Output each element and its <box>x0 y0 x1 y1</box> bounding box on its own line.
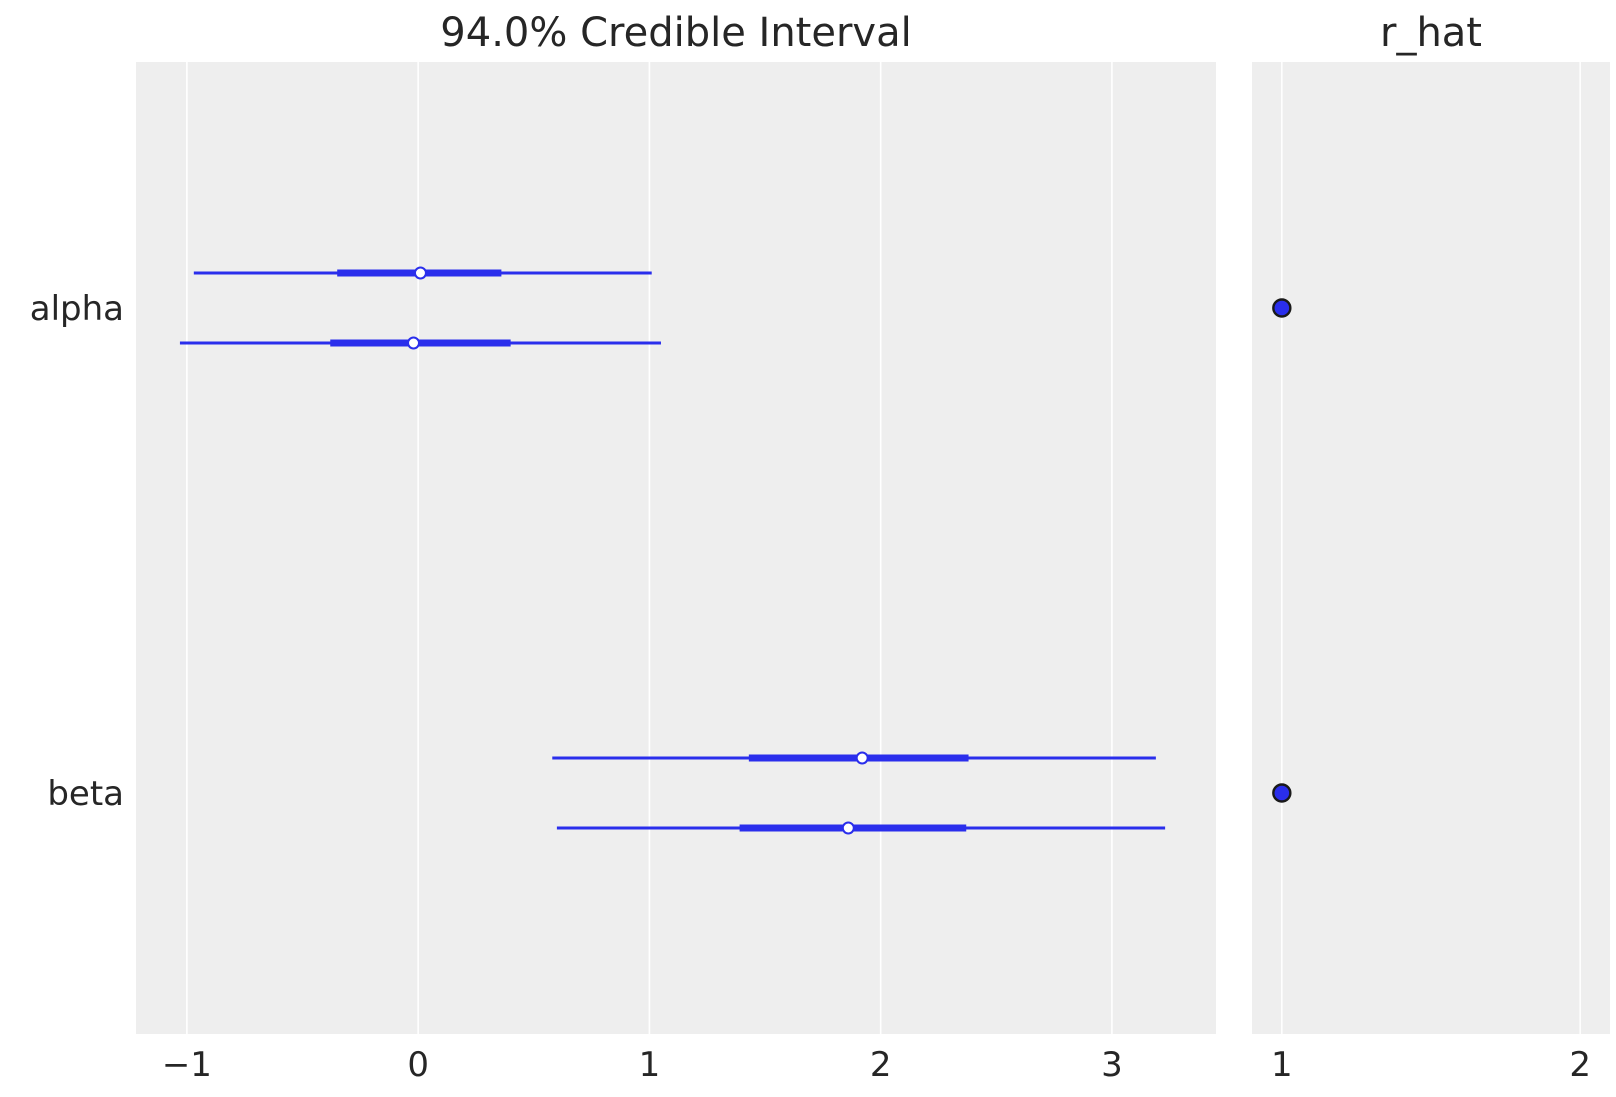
variable-label-beta: beta <box>47 774 124 814</box>
r-hat-marks <box>1272 298 1292 803</box>
r-hat-point-alpha <box>1272 298 1292 318</box>
credible-interval-x-tick-label: −1 <box>162 1045 212 1085</box>
credible-interval-x-tick-label: 1 <box>639 1045 661 1085</box>
credible-interval-x-tick-label: 2 <box>870 1045 892 1085</box>
r-hat-panel-background <box>1252 62 1610 1034</box>
credible-interval-panel-background <box>136 62 1216 1034</box>
credible-interval-gridlines <box>186 62 1113 1034</box>
r-hat-x-tick-label: 2 <box>1569 1045 1591 1085</box>
beta-chain-1-point-estimate <box>841 821 855 835</box>
credible-interval-marks <box>179 266 1166 835</box>
credible-interval-x-tick-label: 0 <box>407 1045 429 1085</box>
r-hat-point-beta <box>1272 783 1292 803</box>
variable-label-alpha: alpha <box>30 289 124 329</box>
r-hat-panel-title: r_hat <box>1380 10 1482 56</box>
beta-chain-0-point-estimate <box>855 751 869 765</box>
alpha-chain-0-point-estimate <box>413 266 427 280</box>
credible-interval-x-tick-labels: −1 0 1 2 3 <box>162 1045 1123 1085</box>
alpha-chain-1-point-estimate <box>407 336 421 350</box>
credible-interval-x-tick-label: 3 <box>1101 1045 1123 1085</box>
r-hat-gridlines <box>1281 62 1581 1034</box>
credible-interval-panel-title: 94.0% Credible Interval <box>440 10 911 56</box>
variable-labels: alpha beta <box>30 289 124 814</box>
r-hat-x-tick-label: 1 <box>1271 1045 1293 1085</box>
credible-interval-panel: −1 0 1 2 3 alpha beta 94.0% Credible Interval <box>30 10 1216 1085</box>
